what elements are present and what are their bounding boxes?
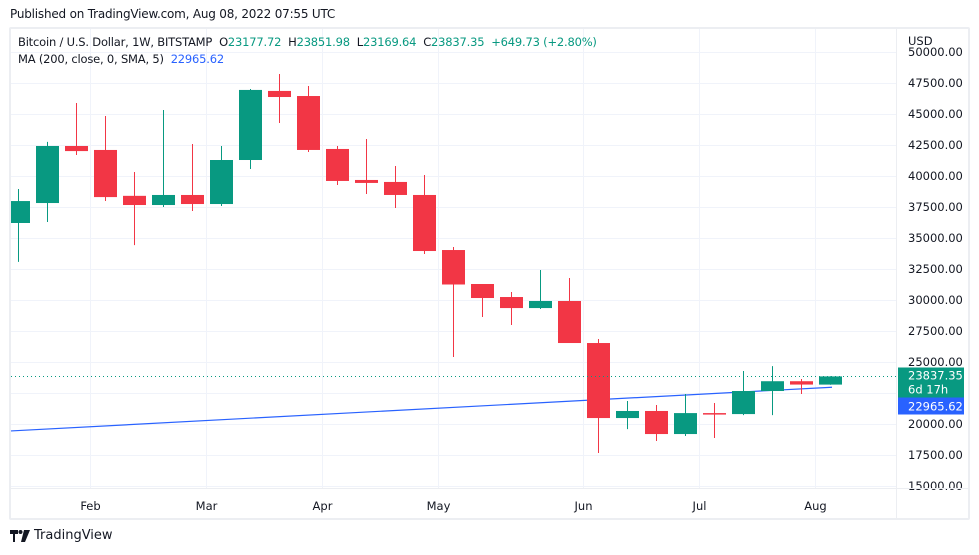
x-axis-label: Jul: [692, 499, 707, 513]
close-value: 23837.35: [431, 35, 485, 49]
x-axis-label: Apr: [313, 499, 333, 513]
candle-body: [11, 201, 30, 223]
x-axis-label: Jun: [574, 499, 593, 513]
y-axis-label: 37500.00: [908, 200, 963, 214]
y-axis-label: 27500.00: [908, 324, 963, 338]
candle-body: [384, 181, 407, 195]
footer-brand-text: TradingView: [34, 528, 113, 543]
bar-countdown: 6d 17h: [908, 383, 948, 397]
candle-body: [442, 250, 465, 285]
candle-body: [790, 381, 813, 385]
y-axis-label: 15000.00: [908, 479, 963, 493]
candle-body: [616, 410, 639, 419]
candle-body: [297, 96, 320, 150]
x-axis-label: May: [427, 499, 451, 513]
candle-body: [558, 300, 581, 344]
y-axis-label: 45000.00: [908, 107, 963, 121]
candle-body: [181, 194, 204, 205]
ma-value: 22965.62: [170, 52, 224, 66]
candle-body: [239, 89, 262, 161]
open-label: O: [219, 35, 228, 49]
footer-brand[interactable]: TradingView: [10, 528, 113, 543]
candle-body: [732, 391, 755, 415]
open-value: 23177.72: [227, 35, 282, 49]
last-price-value: 23837.35: [908, 369, 963, 383]
y-axis-label: 40000.00: [908, 169, 963, 183]
x-axis-label: Mar: [196, 499, 218, 513]
y-axis-label: 17500.00: [908, 448, 963, 462]
candle-body: [529, 300, 552, 309]
y-axis-label: 20000.00: [908, 417, 963, 431]
last-price-tag: [898, 367, 964, 398]
candle-body: [819, 376, 842, 385]
candle-body: [645, 410, 668, 435]
published-caption: Published on TradingView.com, Aug 08, 20…: [10, 7, 336, 21]
low-value: 23169.64: [363, 35, 417, 49]
ohlc-row: Bitcoin / U.S. Dollar, 1W, BITSTAMP O231…: [18, 34, 597, 51]
close-label: C: [423, 35, 432, 49]
candle-body: [326, 148, 349, 181]
candle-body: [413, 194, 436, 252]
candle-body: [152, 194, 175, 206]
y-axis-label: 30000.00: [908, 293, 963, 307]
ma-line: [10, 386, 833, 432]
ma-row: MA (200, close, 0, SMA, 5) 22965.62: [18, 51, 597, 68]
candle-body: [500, 297, 523, 309]
high-value: 23851.98: [296, 35, 350, 49]
x-axis-label: Aug: [804, 499, 826, 513]
symbol-title[interactable]: Bitcoin / U.S. Dollar, 1W, BITSTAMP: [18, 35, 213, 49]
candle-body: [36, 145, 59, 204]
candle-body: [471, 284, 494, 299]
x-axis-label: Feb: [80, 499, 100, 513]
candle-body: [703, 413, 726, 415]
tradingview-logo-icon: [10, 529, 30, 542]
candle-body: [65, 145, 88, 152]
candle-body: [674, 413, 697, 435]
candle-body: [94, 149, 117, 198]
candle-body: [210, 160, 233, 205]
candle-body: [587, 343, 610, 419]
chart-frame: [9, 27, 970, 520]
y-axis-label: 35000.00: [908, 231, 963, 245]
y-axis-label: 47500.00: [908, 76, 963, 90]
change-value: +649.73 (+2.80%): [491, 35, 597, 49]
high-label: H: [288, 35, 297, 49]
ma-label[interactable]: MA (200, close, 0, SMA, 5): [18, 52, 164, 66]
low-label: L: [356, 35, 363, 49]
currency-label[interactable]: USD: [908, 34, 933, 48]
y-axis-label: 25000.00: [908, 355, 963, 369]
y-axis-label: 32500.00: [908, 262, 963, 276]
candle-body: [355, 179, 378, 183]
candle-body: [761, 381, 784, 392]
y-axis-label: 42500.00: [908, 138, 963, 152]
ma-price-value: 22965.62: [908, 400, 963, 414]
candle-body: [123, 195, 146, 206]
chart-legend: Bitcoin / U.S. Dollar, 1W, BITSTAMP O231…: [18, 34, 597, 68]
ma-price-tag: [898, 397, 964, 415]
candle-body: [268, 90, 291, 98]
y-axis-label: 50000.00: [908, 45, 963, 59]
